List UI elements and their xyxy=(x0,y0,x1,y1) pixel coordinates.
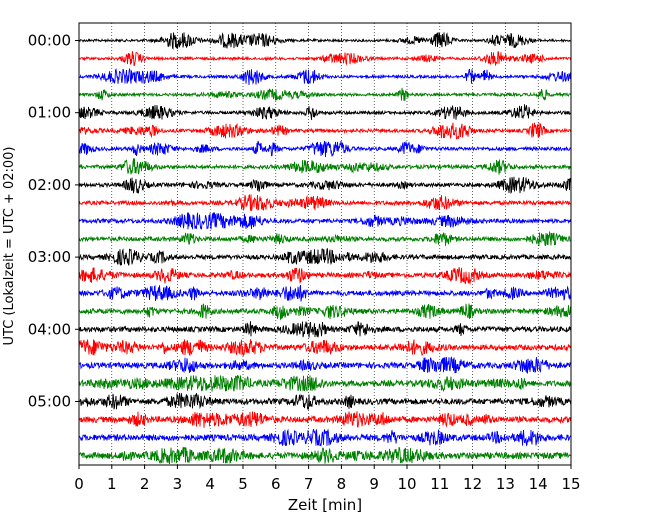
seismic-trace xyxy=(78,51,572,67)
x-tick-label: 7 xyxy=(304,475,314,493)
trace-group xyxy=(78,32,572,465)
plot-frame xyxy=(78,22,572,466)
x-tick-label: 4 xyxy=(205,475,215,493)
seismic-trace xyxy=(78,104,572,120)
x-tick-label: 0 xyxy=(74,475,84,493)
x-tick-label: 15 xyxy=(561,475,580,493)
seismic-trace xyxy=(78,122,572,140)
seismic-trace xyxy=(78,339,572,357)
seismic-trace xyxy=(78,375,572,393)
y-tick-label: 03:00 xyxy=(28,248,71,266)
seismic-trace xyxy=(78,266,572,286)
seismic-trace xyxy=(78,212,572,230)
y-tick-label: 04:00 xyxy=(28,320,71,338)
seismic-trace xyxy=(78,248,572,266)
seismic-trace xyxy=(78,411,572,428)
y-tick-label: 05:00 xyxy=(28,393,71,411)
y-tick-label: 02:00 xyxy=(28,176,71,194)
x-tick-label: 5 xyxy=(238,475,248,493)
seismic-trace xyxy=(78,87,572,101)
x-axis-ticks: 0 1 2 3 4 5 6 7 8 9 10 11 12 13 14 15 xyxy=(74,465,581,493)
x-axis-label: Zeit [min] xyxy=(288,496,362,514)
seismic-trace xyxy=(78,321,572,338)
x-tick-label: 10 xyxy=(397,475,416,493)
seismic-trace xyxy=(78,32,572,50)
seismic-trace xyxy=(78,67,572,86)
seismic-trace xyxy=(78,158,572,175)
seismic-trace xyxy=(78,140,572,158)
x-tick-label: 3 xyxy=(173,475,183,493)
x-tick-label: 2 xyxy=(140,475,150,493)
seismic-trace xyxy=(78,176,572,195)
y-tick-label: 00:00 xyxy=(28,32,71,50)
seismic-trace xyxy=(78,428,572,447)
x-tick-label: 9 xyxy=(369,475,379,493)
x-tick-label: 14 xyxy=(529,475,548,493)
x-tick-label: 8 xyxy=(337,475,347,493)
grid-lines xyxy=(111,23,539,465)
x-tick-label: 11 xyxy=(430,475,449,493)
seismic-trace xyxy=(78,284,572,302)
x-tick-label: 13 xyxy=(496,475,515,493)
y-axis-ticks: 00:00 01:00 02:00 03:00 04:00 05:00 xyxy=(28,32,79,411)
y-tick-label: 01:00 xyxy=(28,104,71,122)
x-tick-label: 12 xyxy=(463,475,482,493)
seismic-trace xyxy=(78,356,572,374)
seismic-trace xyxy=(78,446,572,465)
y-axis-label: UTC (Lokalzeit = UTC + 02:00) xyxy=(2,147,17,346)
seismic-trace xyxy=(78,303,572,321)
seismic-trace xyxy=(78,230,572,247)
seismic-trace xyxy=(78,194,572,212)
x-tick-label: 6 xyxy=(271,475,281,493)
seismic-trace xyxy=(78,392,572,411)
x-tick-label: 1 xyxy=(107,475,117,493)
